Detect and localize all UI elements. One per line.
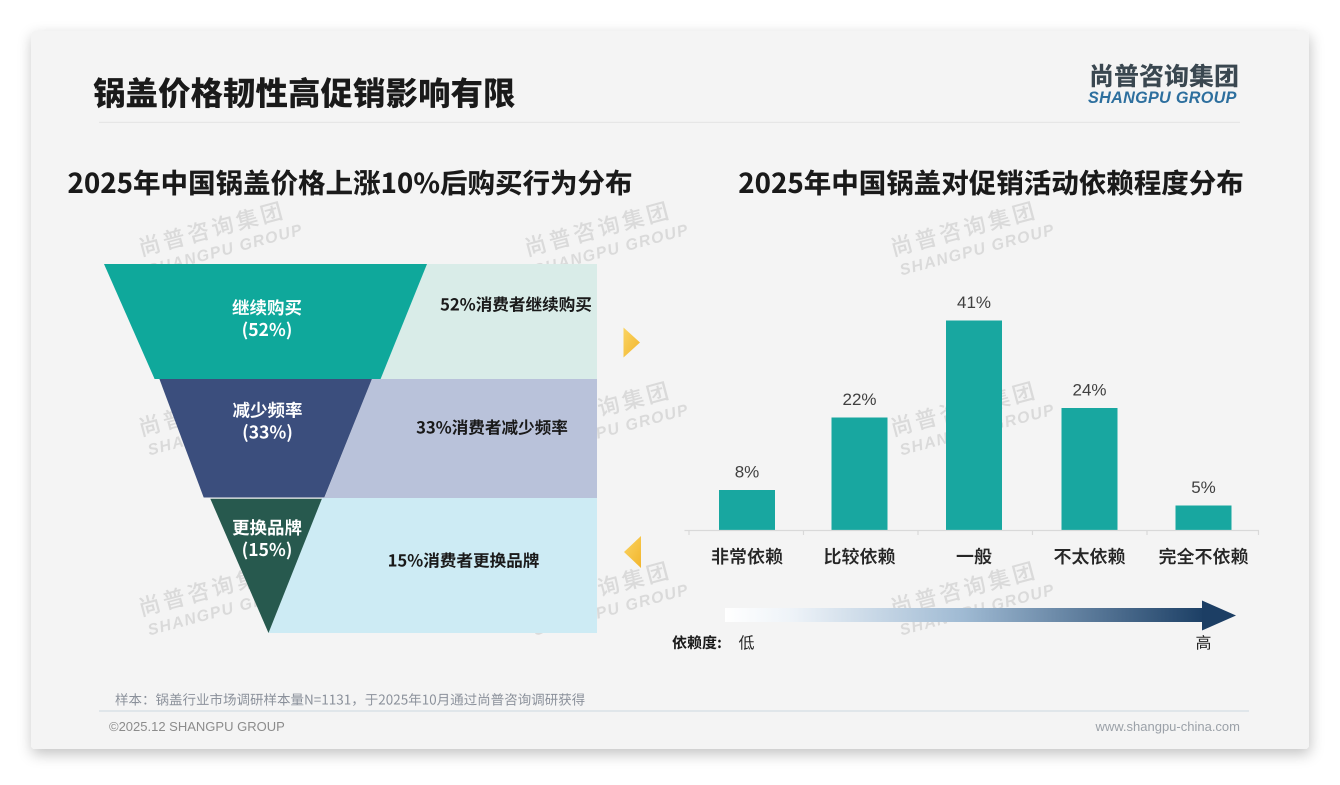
svg-text:SHANGPU GROUP: SHANGPU GROUP <box>1088 89 1237 107</box>
svg-text:5%: 5% <box>1191 478 1216 497</box>
svg-text:8%: 8% <box>735 463 760 482</box>
svg-text:22%: 22% <box>842 390 876 409</box>
svg-text:©2025.12 SHANGPU GROUP: ©2025.12 SHANGPU GROUP <box>109 719 285 734</box>
svg-text:24%: 24% <box>1072 381 1106 400</box>
svg-text:www.shangpu-china.com: www.shangpu-china.com <box>1094 719 1240 734</box>
svg-text:41%: 41% <box>957 293 991 312</box>
